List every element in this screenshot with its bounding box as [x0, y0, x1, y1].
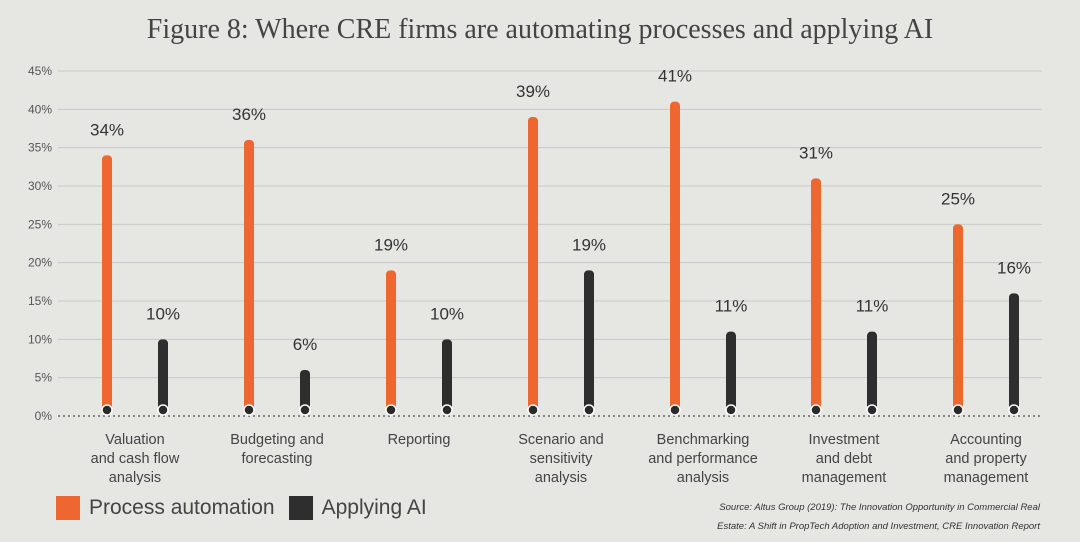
legend-swatch-applying-ai: [288, 496, 313, 520]
data-label: 25%: [941, 189, 975, 208]
legend: Process automation Applying AI: [56, 496, 441, 520]
bar: [386, 270, 396, 410]
bar-base-dot: [157, 404, 169, 416]
bar-base-dot: [385, 404, 397, 416]
bar: [811, 178, 821, 410]
data-label: 36%: [232, 105, 266, 124]
x-category-label: and performance: [648, 451, 758, 467]
bar-base-dot: [725, 404, 737, 416]
bar: [584, 270, 594, 410]
y-tick-label: 45%: [28, 64, 52, 78]
legend-item-applying-ai: Applying AI: [288, 496, 427, 520]
y-tick-label: 40%: [28, 102, 52, 116]
data-label: 39%: [516, 82, 550, 101]
x-category-label: Budgeting and: [230, 432, 324, 448]
data-label: 31%: [799, 143, 833, 162]
data-label: 41%: [658, 67, 692, 86]
x-category-label: management: [802, 470, 887, 486]
data-label: 16%: [997, 258, 1031, 277]
bar-base-dot: [299, 404, 311, 416]
x-category-label: forecasting: [242, 451, 313, 467]
y-tick-label: 35%: [28, 141, 52, 155]
x-category-label: Scenario and: [518, 432, 603, 448]
source-line-2: Estate: A Shift in PropTech Adoption and…: [717, 521, 1040, 532]
x-category-label: analysis: [677, 470, 729, 486]
source-note: Source: Altus Group (2019): The Innovati…: [620, 498, 1040, 536]
data-label: 11%: [856, 297, 889, 316]
bar-base-dot: [810, 404, 822, 416]
bar: [1009, 293, 1019, 410]
data-label: 10%: [430, 304, 464, 323]
data-label: 34%: [90, 120, 124, 139]
bar: [158, 339, 168, 410]
y-tick-label: 30%: [28, 179, 52, 193]
bar: [670, 101, 680, 411]
bar-base-dot: [441, 404, 453, 416]
x-category-label: analysis: [109, 470, 161, 486]
y-tick-label: 10%: [28, 332, 52, 346]
y-tick-label: 0%: [35, 409, 53, 423]
bar-base-dot: [669, 404, 681, 416]
data-label: 19%: [374, 235, 408, 254]
source-line-1: Source: Altus Group (2019): The Innovati…: [719, 502, 1040, 513]
bar-base-dot: [101, 404, 113, 416]
x-category-label: Reporting: [388, 432, 451, 448]
x-category-label: management: [944, 470, 1029, 486]
bar: [726, 331, 736, 410]
x-category-label: Valuation: [105, 432, 164, 448]
data-label: 19%: [572, 235, 606, 254]
bar: [300, 370, 310, 410]
y-tick-label: 20%: [28, 256, 52, 270]
bar-base-dot: [866, 404, 878, 416]
data-label: 11%: [715, 297, 748, 316]
bar: [102, 155, 112, 410]
x-category-label: and cash flow: [91, 451, 180, 467]
bar-base-dot: [952, 404, 964, 416]
x-category-label: Benchmarking: [657, 432, 750, 448]
x-category-label: and debt: [816, 451, 872, 467]
legend-label-process-automation: Process automation: [89, 496, 275, 519]
legend-swatch-process-automation: [56, 496, 80, 520]
x-category-label: sensitivity: [530, 451, 594, 467]
bar-base-dot: [527, 404, 539, 416]
bar: [244, 140, 254, 410]
bar-base-dot: [243, 404, 255, 416]
bar: [953, 224, 963, 410]
data-label: 6%: [293, 335, 318, 354]
x-category-label: and property: [945, 451, 1027, 467]
data-label: 10%: [146, 304, 180, 323]
bar: [528, 117, 538, 410]
y-tick-label: 25%: [28, 217, 52, 231]
bar-base-dot: [1008, 404, 1020, 416]
bar-base-dot: [583, 404, 595, 416]
x-category-label: analysis: [535, 470, 587, 486]
bar: [867, 331, 877, 410]
legend-item-process-automation: Process automation: [56, 496, 275, 520]
x-category-label: Investment: [809, 432, 880, 448]
chart-title: Figure 8: Where CRE firms are automating…: [146, 14, 934, 45]
x-category-label: Accounting: [950, 432, 1022, 448]
y-tick-label: 15%: [28, 294, 52, 308]
bar: [442, 339, 452, 410]
y-tick-label: 5%: [35, 371, 53, 385]
legend-label-applying-ai: Applying AI: [321, 496, 427, 519]
